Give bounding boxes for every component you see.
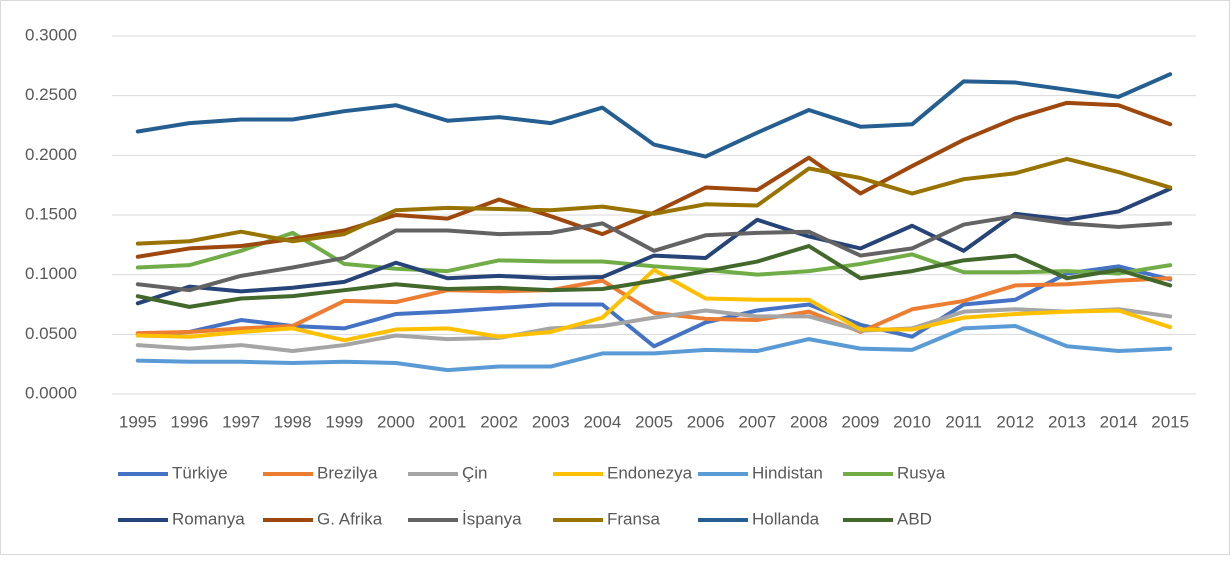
x-tick-label: 2013 bbox=[1048, 412, 1086, 431]
y-tick-label: 0.3000 bbox=[25, 25, 77, 44]
x-tick-label: 2012 bbox=[996, 412, 1034, 431]
x-tick-label: 2007 bbox=[738, 412, 776, 431]
x-tick-label: 2005 bbox=[635, 412, 673, 431]
x-tick-label: 2006 bbox=[687, 412, 725, 431]
series-line bbox=[135, 230, 1173, 277]
series-line bbox=[135, 214, 1173, 293]
y-tick-label: 0.2000 bbox=[25, 145, 77, 164]
x-tick-label: 1995 bbox=[119, 412, 157, 431]
x-tick-label: 2008 bbox=[790, 412, 828, 431]
series-line bbox=[135, 186, 1173, 306]
x-tick-label: 2009 bbox=[842, 412, 880, 431]
series-line bbox=[135, 307, 1173, 354]
series-line bbox=[135, 72, 1173, 159]
series-line bbox=[135, 267, 1173, 343]
legend-label: Rusya bbox=[897, 463, 946, 482]
legend-label: Romanya bbox=[172, 509, 245, 528]
y-tick-label: 0.0000 bbox=[25, 383, 77, 402]
x-tick-label: 2003 bbox=[532, 412, 570, 431]
x-tick-label: 1996 bbox=[171, 412, 209, 431]
legend-label: Brezilya bbox=[317, 463, 378, 482]
y-tick-label: 0.1000 bbox=[25, 264, 77, 283]
series-line bbox=[135, 264, 1173, 349]
x-tick-label: 1997 bbox=[222, 412, 260, 431]
x-tick-label: 2001 bbox=[429, 412, 467, 431]
legend-label: G. Afrika bbox=[317, 509, 383, 528]
legend-label: Hindistan bbox=[752, 463, 823, 482]
y-tick-label: 0.1500 bbox=[25, 204, 77, 223]
x-tick-label: 1999 bbox=[325, 412, 363, 431]
y-tick-label: 0.2500 bbox=[25, 85, 77, 104]
legend-label: Hollanda bbox=[752, 509, 820, 528]
series-line bbox=[135, 244, 1173, 309]
legend-label: Türkiye bbox=[172, 463, 228, 482]
legend-label: İspanya bbox=[462, 509, 522, 528]
x-tick-label: 2011 bbox=[945, 412, 982, 431]
legend-label: Endonezya bbox=[607, 463, 693, 482]
series-line bbox=[135, 323, 1173, 373]
legend-label: ABD bbox=[897, 509, 932, 528]
x-tick-label: 2010 bbox=[893, 412, 931, 431]
x-tick-label: 1998 bbox=[274, 412, 312, 431]
x-tick-label: 2002 bbox=[480, 412, 518, 431]
series-line bbox=[135, 156, 1173, 246]
x-tick-label: 2004 bbox=[583, 412, 621, 431]
legend-label: Fransa bbox=[607, 509, 660, 528]
x-tick-label: 2015 bbox=[1151, 412, 1189, 431]
legend-label: Çin bbox=[462, 463, 488, 482]
series-line bbox=[135, 276, 1173, 336]
x-tick-label: 2000 bbox=[377, 412, 415, 431]
x-tick-label: 2014 bbox=[1100, 412, 1138, 431]
y-tick-label: 0.0500 bbox=[25, 324, 77, 343]
